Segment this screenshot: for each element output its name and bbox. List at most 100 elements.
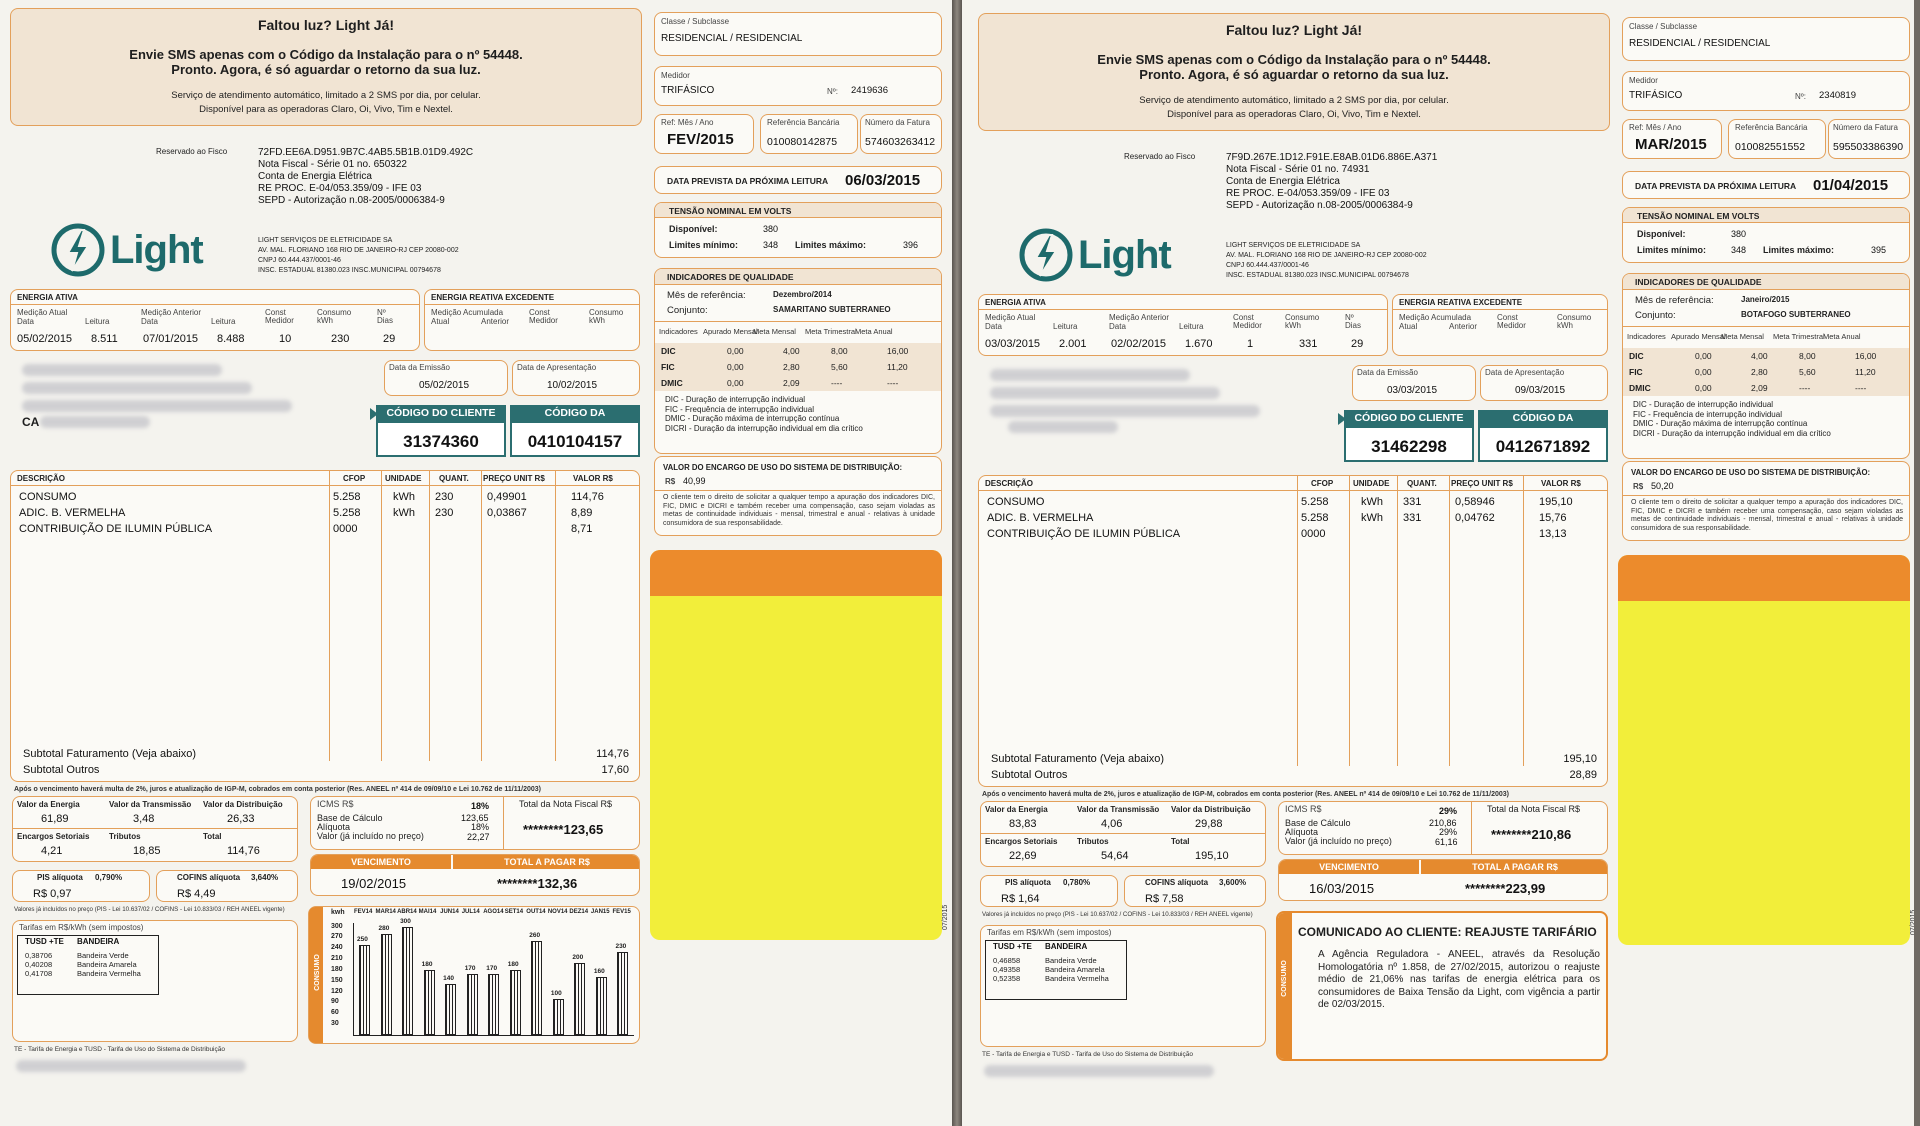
refbanc-label: Referência Bancária xyxy=(1735,123,1808,132)
company-line: CNPJ 60.444.437/0001-46 xyxy=(1226,262,1309,269)
medidor-no-label: Nº: xyxy=(827,87,838,96)
ea-header: Consumo kWh xyxy=(317,308,352,325)
composition-label: Tributos xyxy=(1077,837,1109,846)
ea-value: 230 xyxy=(331,333,350,345)
chart-bar-label: 140 xyxy=(443,975,454,983)
composition-value: 4,21 xyxy=(41,845,63,857)
cofins-label: COFINS alíquota xyxy=(1145,878,1209,887)
conjunto-label: Conjunto: xyxy=(1635,310,1676,321)
items-header: UNIDADE xyxy=(1353,479,1390,488)
sms-title: Faltou luz? Light Já! xyxy=(257,17,395,33)
pis-note: Valores já incluídos no preço (PIS - Lei… xyxy=(14,906,285,913)
item-value: kWh xyxy=(1361,496,1383,508)
classe-label: Classe / Subclasse xyxy=(661,17,730,26)
items-header: CFOP xyxy=(1311,479,1334,488)
classe-value: RESIDENCIAL / RESIDENCIAL xyxy=(661,33,803,44)
medidor-no: 2340819 xyxy=(1819,90,1856,101)
chart-bar xyxy=(466,973,478,1035)
pis-value: R$ 1,64 xyxy=(1001,893,1040,905)
encargo-value: 40,99 xyxy=(683,476,706,486)
address-redacted xyxy=(1008,421,1118,433)
lim-min-label: Limites mínimo: xyxy=(1637,245,1707,255)
cofins-box: COFINS alíquota 3,600% R$ 7,58 xyxy=(1124,875,1266,907)
chart-xtick: JUL14 xyxy=(461,909,480,915)
conjunto-value: SAMARITANO SUBTERRANEO xyxy=(773,305,891,314)
quality-header-cell: Apurado Mensal xyxy=(1671,332,1726,341)
energia-ativa-title: ENERGIA ATIVA xyxy=(17,293,78,302)
aliquota-label: Alíquota xyxy=(1285,827,1319,837)
fisco-block: 7F9D.267E.1D12.F91E.E8AB.01D6.886E.A371 … xyxy=(1226,152,1437,212)
ea-value: 03/03/2015 xyxy=(985,338,1041,350)
quality-header-cell: Apurado Mensal xyxy=(703,327,758,336)
icms-label: ICMS R$ xyxy=(1285,804,1322,814)
address-redacted xyxy=(22,364,222,376)
quality-value: 0,00 xyxy=(727,346,744,356)
chart-xtick: SET14 xyxy=(504,909,524,915)
encargo-currency: R$ xyxy=(665,477,676,486)
base-value: 210,86 xyxy=(1429,818,1457,828)
encargo-box: VALOR DO ENCARGO DE USO DO SISTEMA DE DI… xyxy=(654,456,942,536)
quality-header-cell: Meta Trimestral xyxy=(1773,332,1825,341)
base-value: 123,65 xyxy=(461,813,489,823)
subtotal-out-value: 17,60 xyxy=(601,764,629,776)
quality-table-rows: DIC 0,00 4,00 8,00 16,00 FIC 0,00 2,80 5,60 11,20… xyxy=(1623,348,1909,396)
pis-label: PIS alíquota xyxy=(37,873,83,882)
company-line: INSC. ESTADUAL 81380.023 INSC.MUNICIPAL … xyxy=(1226,272,1409,279)
ea-header: Medição Atual xyxy=(985,313,1036,322)
total-nf-value: ********210,86 xyxy=(1491,827,1572,842)
reativa-header: Medição Acumulada xyxy=(1399,313,1472,322)
tarifas-rows: 0,46858 Bandeira Verde 0,49358 Bandeira Ama… xyxy=(991,956,1131,996)
vencimento-box: VENCIMENTO TOTAL A PAGAR R$ 19/02/2015 *… xyxy=(310,854,640,896)
chart-ytick: 210 xyxy=(331,955,343,963)
apresentacao-box: Data de Apresentação 09/03/2015 xyxy=(1480,365,1608,401)
tarifa-value: 0,46858 xyxy=(993,956,1021,965)
chart-bar xyxy=(380,933,392,1035)
codes-block: CÓDIGO DO CLIENTE CÓDIGO DA INSTALAÇÃO 3… xyxy=(1338,410,1608,464)
chart-bar-label: 170 xyxy=(464,964,476,972)
quality-indicator: FIC xyxy=(1629,367,1643,377)
reativa-header: Consumo kWh xyxy=(589,308,624,325)
consumo-chart-box: CONSUMO kwh 300 270 240 210 180 150 120 90 60 30 250… xyxy=(308,906,640,1044)
ea-header: Data xyxy=(1109,322,1126,331)
chart-bar-label: 300 xyxy=(400,917,411,925)
legend-line: DMIC - Duração máxima de interrupção con… xyxy=(665,414,840,423)
codes-arrow-icon xyxy=(370,408,378,420)
quality-header-cell: Indicadores xyxy=(659,327,698,336)
disponivel-label: Disponível: xyxy=(669,224,718,234)
fisco-label: Reservado ao Fisco xyxy=(156,147,228,156)
sms-line2: Pronto. Agora, é só aguardar o retorno d… xyxy=(1139,67,1449,82)
lim-max-value: 395 xyxy=(1871,245,1887,255)
item-value: 0,03867 xyxy=(487,507,527,519)
total-pagar-label: TOTAL A PAGAR R$ xyxy=(453,855,639,869)
chart-bar-label: 280 xyxy=(378,924,390,932)
chart-bar xyxy=(509,969,521,1035)
items-header: DESCRIÇÃO xyxy=(985,479,1034,488)
sms-line4: Disponível para as operadoras Claro, Oi,… xyxy=(1167,109,1421,120)
tarifas-rows: 0,38706 Bandeira Verde 0,40208 Bandeira Ama… xyxy=(23,951,163,991)
chart-bar xyxy=(423,969,435,1035)
tarifas-title: Tarifas em R$/kWh (sem impostos) xyxy=(19,923,144,932)
quality-value: 0,00 xyxy=(1695,383,1712,393)
chart-ytick: 270 xyxy=(331,933,343,941)
ea-header: Nº Dias xyxy=(377,308,394,325)
disponivel-label: Disponível: xyxy=(1637,229,1686,239)
fisco-line: RE PROC. E-04/053.359/09 - IFE 03 xyxy=(258,183,422,194)
legend-line: FIC - Frequência de interrupção individu… xyxy=(665,404,814,414)
quality-header-cell: Meta Trimestral xyxy=(805,327,857,336)
medidor-no: 2419636 xyxy=(851,85,888,96)
ea-value: 8.511 xyxy=(91,333,118,345)
quality-header-cell: Indicadores xyxy=(1627,332,1666,341)
energia-ativa-box: ENERGIA ATIVA Medição Atual Data Leitura… xyxy=(10,289,420,351)
tarifas-title: Tarifas em R$/kWh (sem impostos) xyxy=(987,928,1112,937)
mes-ref-value: Dezembro/2014 xyxy=(773,290,832,299)
chart-bar-label: 250 xyxy=(357,935,368,943)
subtotal-fat-value: 114,76 xyxy=(596,748,629,760)
pis-value: R$ 0,97 xyxy=(33,888,72,900)
proxima-value: 01/04/2015 xyxy=(1813,177,1889,194)
base-label: Base de Cálculo xyxy=(317,813,383,823)
composition-label: Valor da Transmissão xyxy=(109,800,192,809)
encargo-currency: R$ xyxy=(1633,482,1644,491)
ref-label: Ref: Mês / Ano xyxy=(1629,123,1682,132)
quality-value: 0,00 xyxy=(727,362,744,372)
lim-min-value: 348 xyxy=(763,240,779,250)
